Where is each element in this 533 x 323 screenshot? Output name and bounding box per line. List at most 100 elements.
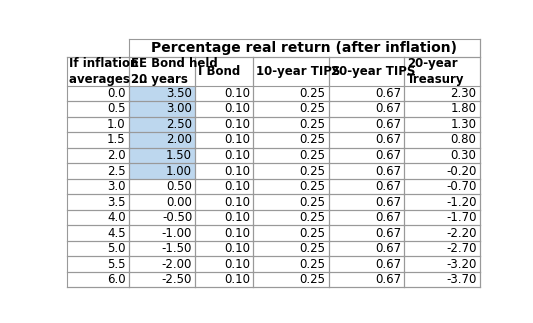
Bar <box>129 256 196 272</box>
Bar <box>404 117 480 132</box>
Text: 0.67: 0.67 <box>375 149 401 162</box>
Bar <box>67 256 129 272</box>
Text: 0.67: 0.67 <box>375 180 401 193</box>
Text: 1.80: 1.80 <box>450 102 477 115</box>
Bar <box>196 194 253 210</box>
Bar <box>253 256 329 272</box>
Bar <box>404 272 480 287</box>
Bar <box>404 86 480 101</box>
Text: 3.50: 3.50 <box>166 87 192 100</box>
Bar <box>67 194 129 210</box>
Text: 0.67: 0.67 <box>375 118 401 131</box>
Bar <box>404 241 480 256</box>
Text: 2.50: 2.50 <box>166 118 192 131</box>
Text: 0.25: 0.25 <box>300 102 325 115</box>
Bar <box>129 101 196 117</box>
Text: 1.50: 1.50 <box>166 149 192 162</box>
Text: 0.25: 0.25 <box>300 180 325 193</box>
Text: -1.00: -1.00 <box>161 227 192 240</box>
Bar <box>67 241 129 256</box>
Bar <box>129 179 196 194</box>
Bar <box>253 210 329 225</box>
Text: 0.25: 0.25 <box>300 242 325 255</box>
Text: 1.0: 1.0 <box>107 118 125 131</box>
Bar <box>253 132 329 148</box>
Text: 1.5: 1.5 <box>107 133 125 146</box>
Bar <box>253 225 329 241</box>
Text: 0.10: 0.10 <box>224 118 250 131</box>
Text: 0.25: 0.25 <box>300 258 325 271</box>
Bar <box>196 148 253 163</box>
Bar <box>67 225 129 241</box>
Bar <box>67 148 129 163</box>
Text: 0.25: 0.25 <box>300 195 325 209</box>
Text: 0.0: 0.0 <box>107 87 125 100</box>
Bar <box>253 272 329 287</box>
Bar <box>67 132 129 148</box>
Text: 0.25: 0.25 <box>300 273 325 286</box>
Text: 10-year TIPS: 10-year TIPS <box>256 65 340 78</box>
Text: 0.25: 0.25 <box>300 149 325 162</box>
Text: If inflation
averages ...: If inflation averages ... <box>69 57 148 86</box>
Text: 5.0: 5.0 <box>107 242 125 255</box>
Bar <box>404 210 480 225</box>
Bar <box>196 225 253 241</box>
Bar <box>67 179 129 194</box>
Bar <box>129 39 480 57</box>
Bar <box>253 163 329 179</box>
Text: 0.10: 0.10 <box>224 149 250 162</box>
Text: EE Bond held
20 years: EE Bond held 20 years <box>131 57 218 86</box>
Bar <box>329 241 404 256</box>
Bar <box>67 272 129 287</box>
Text: 0.00: 0.00 <box>166 195 192 209</box>
Text: 3.00: 3.00 <box>166 102 192 115</box>
Text: 4.5: 4.5 <box>107 227 125 240</box>
Bar <box>329 179 404 194</box>
Text: -3.20: -3.20 <box>446 258 477 271</box>
Bar <box>129 210 196 225</box>
Text: 20-year TIPS: 20-year TIPS <box>331 65 416 78</box>
Bar <box>196 163 253 179</box>
Text: 2.00: 2.00 <box>166 133 192 146</box>
Text: Percentage real return (after inflation): Percentage real return (after inflation) <box>151 41 457 55</box>
Bar <box>253 117 329 132</box>
Text: -2.20: -2.20 <box>446 227 477 240</box>
Bar <box>253 241 329 256</box>
Text: 0.67: 0.67 <box>375 164 401 178</box>
Bar <box>404 163 480 179</box>
Text: -0.50: -0.50 <box>162 211 192 224</box>
Text: 0.67: 0.67 <box>375 133 401 146</box>
Bar <box>329 101 404 117</box>
Text: 0.25: 0.25 <box>300 118 325 131</box>
Bar <box>404 179 480 194</box>
Text: 0.67: 0.67 <box>375 258 401 271</box>
Bar <box>129 117 196 132</box>
Bar <box>129 132 196 148</box>
Bar <box>67 101 129 117</box>
Bar <box>329 256 404 272</box>
Bar <box>253 101 329 117</box>
Bar <box>329 225 404 241</box>
Text: -1.50: -1.50 <box>161 242 192 255</box>
Bar <box>196 86 253 101</box>
Text: 0.67: 0.67 <box>375 211 401 224</box>
Text: 20-year
Treasury: 20-year Treasury <box>407 57 464 86</box>
Bar <box>67 163 129 179</box>
Bar <box>329 163 404 179</box>
Bar <box>129 225 196 241</box>
Text: 0.10: 0.10 <box>224 195 250 209</box>
Text: 0.25: 0.25 <box>300 87 325 100</box>
Text: 0.67: 0.67 <box>375 195 401 209</box>
Text: -0.20: -0.20 <box>446 164 477 178</box>
Text: 2.5: 2.5 <box>107 164 125 178</box>
Bar <box>404 225 480 241</box>
Text: 0.30: 0.30 <box>450 149 477 162</box>
Text: 3.0: 3.0 <box>107 180 125 193</box>
Bar <box>329 194 404 210</box>
Text: -2.70: -2.70 <box>446 242 477 255</box>
Bar <box>196 256 253 272</box>
Text: 6.0: 6.0 <box>107 273 125 286</box>
Bar <box>67 210 129 225</box>
Text: 3.5: 3.5 <box>107 195 125 209</box>
Text: 2.0: 2.0 <box>107 149 125 162</box>
